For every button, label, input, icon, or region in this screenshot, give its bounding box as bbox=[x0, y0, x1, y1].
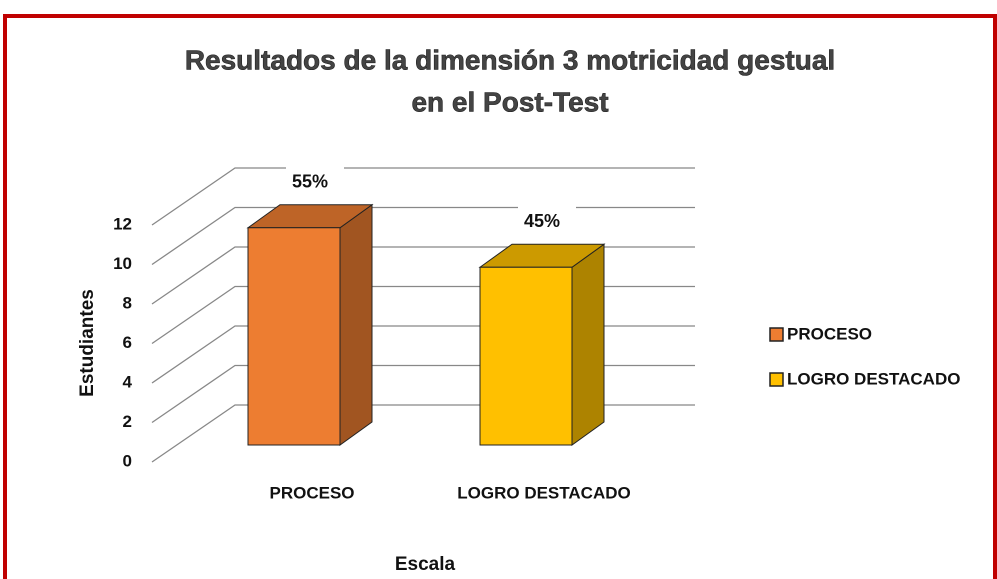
grid-line bbox=[151, 246, 695, 305]
legend-label: PROCESO bbox=[787, 324, 872, 343]
grid-line bbox=[151, 404, 695, 463]
y-tick-label: 8 bbox=[123, 293, 132, 312]
grid-line bbox=[151, 206, 695, 266]
x-axis-title: Escala bbox=[395, 554, 456, 575]
y-axis-title: Estudiantes bbox=[77, 289, 98, 397]
legend-swatch bbox=[769, 327, 784, 342]
y-tick-label: 12 bbox=[113, 214, 132, 233]
y-tick-label: 10 bbox=[113, 254, 132, 273]
grid-line bbox=[151, 325, 695, 384]
grid-line bbox=[151, 285, 695, 345]
y-tick-label: 4 bbox=[123, 372, 133, 391]
y-tick-label: 6 bbox=[123, 333, 132, 352]
legend-label: LOGRO DESTACADO bbox=[787, 369, 960, 388]
data-label: 45% bbox=[524, 211, 560, 231]
data-label: 55% bbox=[292, 172, 328, 192]
bar-side bbox=[339, 203, 373, 446]
legend-swatch bbox=[769, 372, 784, 387]
x-tick-label: LOGRO DESTACADO bbox=[457, 483, 630, 502]
chart-title: en el Post-Test bbox=[411, 86, 608, 117]
data-label-bg bbox=[286, 162, 344, 197]
bar-side bbox=[571, 243, 605, 446]
x-tick-label: PROCESO bbox=[269, 483, 354, 502]
data-label-bg bbox=[518, 202, 576, 237]
grid-line bbox=[151, 364, 695, 424]
grid-line bbox=[151, 167, 695, 226]
frame bbox=[3, 14, 997, 579]
y-tick-label: 2 bbox=[123, 412, 132, 431]
bar bbox=[479, 266, 573, 446]
chart-title: Resultados de la dimensión 3 motricidad … bbox=[185, 44, 835, 75]
y-tick-label: 0 bbox=[123, 451, 132, 470]
bar bbox=[247, 227, 341, 446]
